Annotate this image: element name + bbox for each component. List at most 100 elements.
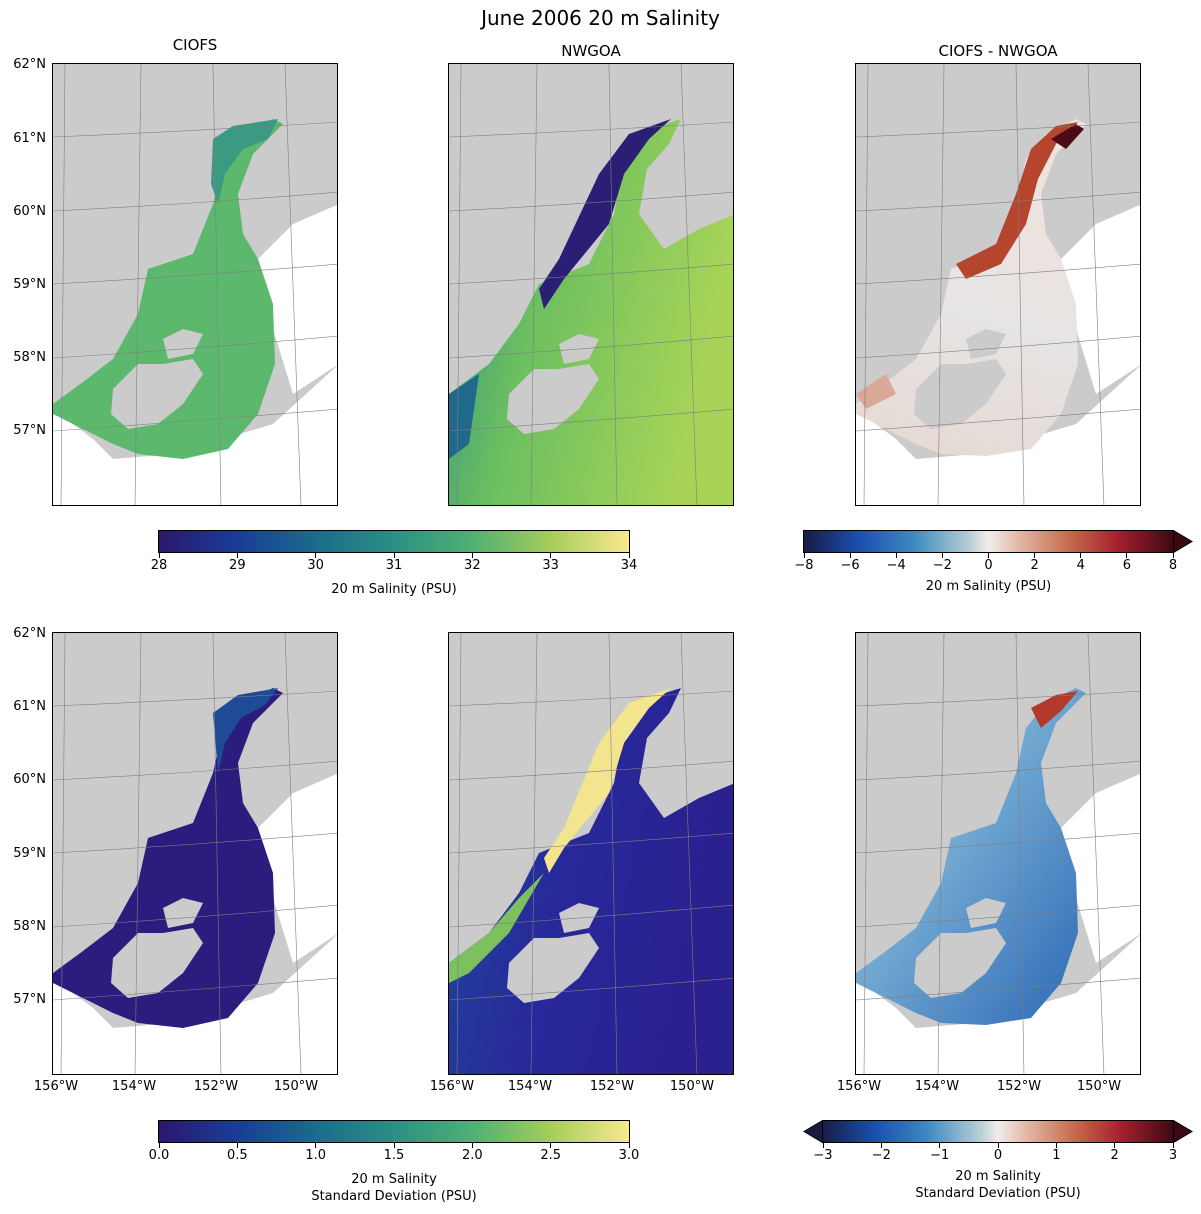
colorbar-std-salinity-tickmark [471, 1143, 473, 1148]
colorbar-mean-difference-tickmark [1126, 553, 1128, 558]
lon-label-156-b: 156°W [429, 1079, 475, 1094]
colorbar-std-difference-tick-label: −1 [930, 1148, 950, 1163]
lat-label-61-row1: 61°N [13, 131, 46, 146]
colorbar-mean-difference-tickmark [895, 553, 897, 558]
graticule [449, 64, 733, 505]
figure-title: June 2006 20 m Salinity [481, 6, 720, 30]
colorbar-std-salinity-tick-label: 2.5 [540, 1148, 561, 1163]
colorbar-std-difference-tickmark [1172, 1143, 1174, 1148]
lat-label-60-row1: 60°N [13, 204, 46, 219]
colorbar-mean-difference-tick-label: 0 [984, 558, 993, 573]
colorbar-extend-min [803, 1120, 823, 1143]
colorbar-std-salinity-tickmark [628, 1143, 630, 1148]
colorbar-std-difference-tickmark [997, 1143, 999, 1148]
colorbar-mean-difference-tickmark [988, 553, 989, 558]
lat-label-60-row2: 60°N [13, 772, 46, 787]
colorbar-mean-difference-tickmark [1080, 553, 1082, 558]
colorbar-mean-difference-tick-label: −2 [932, 558, 952, 573]
colorbar-mean-difference-tickmark [941, 553, 943, 558]
graticule [53, 64, 337, 505]
colorbar-mean-salinity-tick-label: 34 [620, 558, 638, 573]
colorbar-std-difference-tick-label: 0 [993, 1148, 1003, 1163]
lat-label-58-row2: 58°N [13, 919, 46, 934]
colorbar-mean-difference-tick-label: 4 [1076, 558, 1085, 573]
model-domain-salinity [53, 119, 283, 459]
lat-label-57-row1: 57°N [13, 423, 46, 438]
map-panel-ciofs-std [52, 632, 338, 1075]
colorbar-mean-difference-tick-label: 2 [1030, 558, 1039, 573]
map-panel-nwgoa-mean [448, 63, 734, 506]
colorbar-mean-salinity-tickmark [550, 553, 552, 558]
lon-label-152-b: 152°W [589, 1079, 635, 1094]
colorbar-mean-salinity-tick-label: 28 [150, 558, 168, 573]
colorbar-std-difference-tick-label: −2 [871, 1148, 891, 1163]
colorbar-mean-difference-tickmark [803, 553, 805, 558]
colorbar-std-difference-tickmark [1055, 1143, 1057, 1148]
colorbar-std-difference-tickmark [1114, 1143, 1116, 1148]
colorbar-std-difference-label: 20 m Salinity Standard Deviation (PSU) [915, 1169, 1081, 1201]
kodiak-island [507, 364, 599, 434]
lon-label-150-c: 150°W [1076, 1079, 1122, 1094]
colorbar-mean-salinity-tick-label: 29 [229, 558, 246, 573]
lat-label-62-row1: 62°N [13, 57, 46, 72]
positive-difference-inlet [956, 122, 1078, 279]
colorbar-std-salinity-tick-label: 3.0 [618, 1148, 640, 1163]
map-panel-ciofs-mean [52, 63, 338, 506]
high-variability-inlet [544, 688, 671, 873]
lon-label-150-b: 150°W [669, 1079, 715, 1094]
colorbar-mean-difference-tick-label: 6 [1122, 558, 1132, 573]
colorbar-mean-difference-tick-label: 8 [1168, 558, 1178, 573]
colorbar-std-salinity [158, 1120, 630, 1143]
colorbar-std-difference-tickmark [939, 1143, 941, 1148]
colorbar-mean-salinity [158, 530, 630, 553]
colorbar-mean-salinity-label: 20 m Salinity (PSU) [331, 582, 457, 597]
graticule [449, 633, 733, 1074]
lat-label-58-row1: 58°N [13, 350, 46, 365]
panel-title-nwgoa: NWGOA [561, 42, 621, 60]
lon-label-150-a: 150°W [273, 1079, 319, 1094]
colorbar-mean-difference-tick-label: −4 [886, 558, 906, 573]
colorbar-std-salinity-tick-label: 1.0 [305, 1148, 326, 1163]
lat-label-59-row1: 59°N [13, 277, 46, 292]
panel-title-difference: CIOFS - NWGOA [938, 42, 1058, 60]
colorbar-mean-salinity-tickmark [315, 553, 317, 558]
open-ocean-nodata [53, 365, 337, 505]
colorbar-std-salinity-tick-label: 0.0 [148, 1148, 170, 1163]
colorbar-mean-difference-tickmark [849, 553, 851, 558]
lon-label-154-a: 154°W [111, 1079, 157, 1094]
colorbar-mean-salinity-tickmark [471, 553, 473, 558]
colorbar-mean-salinity-tickmark [158, 553, 160, 558]
colorbar-std-salinity-tick-label: 1.5 [383, 1148, 405, 1163]
lat-label-59-row2: 59°N [13, 846, 46, 861]
graticule [856, 64, 1140, 505]
colorbar-mean-salinity-tick-label: 30 [307, 558, 324, 573]
colorbar-mean-salinity-tick-label: 33 [542, 558, 559, 573]
colorbar-mean-difference [803, 530, 1193, 553]
graticule [856, 633, 1140, 1074]
colorbar-std-salinity-tickmark [393, 1143, 395, 1148]
colorbar-std-salinity-tickmark [158, 1143, 160, 1148]
lat-label-57-row2: 57°N [13, 992, 46, 1007]
colorbar-std-difference-tick-label: 1 [1052, 1148, 1061, 1163]
colorbar-mean-difference-tick-label: −6 [840, 558, 860, 573]
lon-label-154-b: 154°W [507, 1079, 553, 1094]
colorbar-mean-difference-tickmark [1172, 553, 1174, 558]
panel-title-ciofs: CIOFS [172, 36, 218, 54]
lon-label-154-c: 154°W [914, 1079, 960, 1094]
lat-label-62-row2: 62°N [13, 626, 46, 641]
colorbar-std-salinity-tickmark [315, 1143, 317, 1148]
colorbar-std-salinity-tickmark [236, 1143, 238, 1148]
lon-label-152-a: 152°W [193, 1079, 239, 1094]
colorbar-std-salinity-label: 20 m Salinity Standard Deviation (PSU) [311, 1172, 477, 1204]
colorbar-mean-difference-tick-label: −8 [794, 558, 814, 573]
map-panel-nwgoa-std [448, 632, 734, 1075]
colorbar-mean-salinity-tickmark [236, 553, 238, 558]
colorbar-std-difference [803, 1120, 1193, 1143]
difference-field-std [856, 688, 1086, 1025]
colorbar-mean-difference-label: 20 m Salinity (PSU) [925, 579, 1052, 594]
colorbar-extend-max [1173, 530, 1193, 553]
colorbar-mean-salinity-tickmark [628, 553, 630, 558]
model-domain-std [53, 688, 283, 1028]
lon-label-152-c: 152°W [996, 1079, 1042, 1094]
colorbar-mean-difference-tickmark [1034, 553, 1036, 558]
